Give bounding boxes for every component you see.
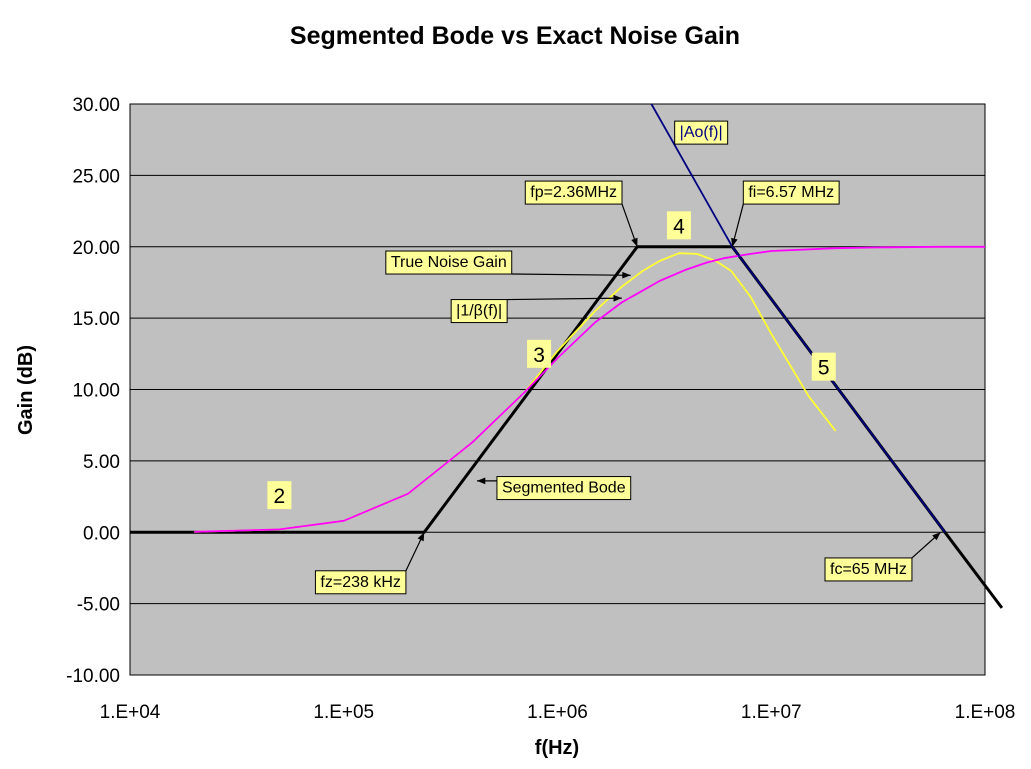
annotation: 2	[267, 481, 292, 510]
callout-label: |1/β(f)|	[456, 303, 502, 320]
region-label-box	[811, 352, 836, 381]
x-tick-label: 1.E+08	[955, 702, 1016, 723]
annotation: fz=238 kHz	[314, 531, 425, 595]
annotation: 5	[811, 352, 836, 381]
y-tick-label: 25.00	[72, 166, 120, 187]
x-tick-label: 1.E+04	[100, 702, 161, 723]
callout-label: fp=2.36MHz	[530, 184, 617, 201]
y-tick-label: -10.00	[66, 666, 120, 687]
callout-box	[496, 476, 632, 501]
callout-box	[742, 180, 840, 205]
annotation: fp=2.36MHz	[524, 180, 638, 247]
callout-label: True Noise Gain	[391, 254, 507, 271]
chart-title: Segmented Bode vs Exact Noise Gain	[290, 22, 740, 50]
y-tick-label: 20.00	[72, 238, 120, 259]
callout-box	[674, 120, 729, 145]
annotations: |Ao(f)| fp=2.36MHz fi=6.57 MHz True Noise G…	[267, 120, 942, 595]
region-label: 4	[673, 215, 685, 238]
series-line-1-f	[194, 245, 985, 533]
callout-label: fi=6.57 MHz	[748, 184, 834, 201]
y-tick-label: 5.00	[83, 452, 120, 473]
arrow-head-icon	[631, 237, 638, 247]
arrow-head-icon	[417, 532, 425, 542]
callout-box	[524, 180, 623, 205]
x-tick-label: 1.E+05	[313, 702, 374, 723]
y-tick-label: 0.00	[83, 523, 120, 544]
y-tick-label: -5.00	[77, 595, 120, 616]
arrow-head-icon	[731, 237, 738, 247]
y-tick-label: 30.00	[72, 95, 120, 116]
series-line-ao-f	[650, 104, 946, 533]
callout-box	[314, 570, 407, 595]
annotation: |1/β(f)|	[450, 294, 622, 324]
series-lines	[130, 104, 1004, 609]
region-label: 3	[533, 344, 545, 367]
region-label: 2	[274, 485, 286, 508]
callout-box	[385, 250, 513, 275]
callout-label: fz=238 kHz	[320, 574, 400, 591]
x-tick-label: 1.E+06	[527, 702, 588, 723]
callout-box	[450, 299, 508, 324]
annotation: True Noise Gain	[385, 250, 631, 279]
callout-label: Segmented Bode	[502, 480, 626, 497]
annotation: 4	[666, 211, 691, 240]
x-tick-label: 1.E+07	[741, 702, 802, 723]
annotation: fi=6.57 MHz	[731, 180, 840, 247]
y-tick-labels: -10.00 -5.00 0.00 5.00 10.00 15.00 20.00 25.00 3…	[66, 95, 120, 687]
y-tick-label: 15.00	[72, 309, 120, 330]
callout-label: fc=65 MHz	[830, 561, 907, 578]
series-line-segmented-bode	[130, 245, 1004, 609]
callout-label: |Ao(f)|	[680, 124, 723, 141]
arrow-head-icon	[476, 477, 486, 485]
arrow-head-icon	[622, 271, 631, 279]
annotation: |Ao(f)|	[674, 120, 729, 145]
region-label-box	[666, 211, 691, 240]
annotation: fc=65 MHz	[824, 531, 942, 582]
annotation: Segmented Bode	[476, 476, 632, 501]
arrow-head-icon	[932, 532, 941, 541]
x-axis-label: f(Hz)	[535, 737, 579, 759]
callout-arrow	[511, 273, 631, 276]
annotation: 3	[527, 339, 552, 368]
region-label: 5	[818, 357, 830, 380]
arrow-head-icon	[613, 294, 622, 302]
region-label-box	[527, 339, 552, 368]
x-tick-labels: 1.E+04 1.E+05 1.E+06 1.E+07 1.E+08	[100, 702, 1016, 723]
y-tick-label: 10.00	[72, 381, 120, 402]
y-axis-label: Gain (dB)	[15, 345, 37, 435]
region-label-box	[267, 481, 292, 510]
callout-arrow	[507, 297, 622, 301]
callout-box	[824, 557, 913, 582]
